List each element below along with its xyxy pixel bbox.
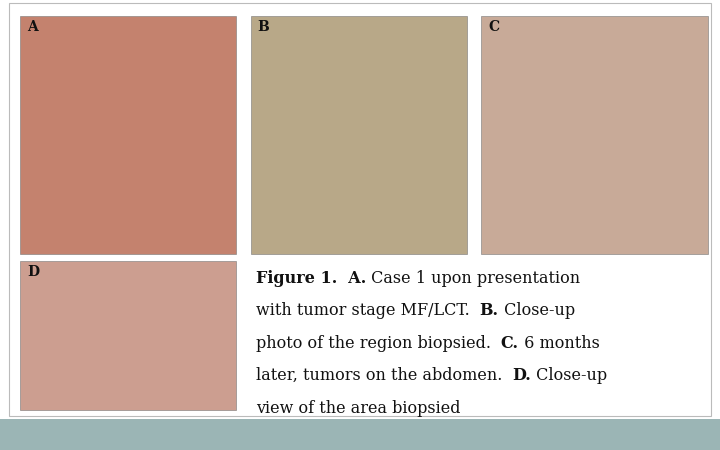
Text: Figure 1.: Figure 1. xyxy=(256,270,337,287)
Bar xyxy=(0,418,720,450)
Bar xyxy=(481,16,708,254)
Bar xyxy=(20,16,236,254)
Text: later, tumors on the abdomen.: later, tumors on the abdomen. xyxy=(256,367,512,384)
Text: Case 1 upon presentation: Case 1 upon presentation xyxy=(366,270,580,287)
Text: with tumor stage MF/LCT.: with tumor stage MF/LCT. xyxy=(256,302,480,320)
Text: 6 months: 6 months xyxy=(519,335,600,352)
Bar xyxy=(251,16,467,254)
Text: C: C xyxy=(488,20,499,34)
Text: D: D xyxy=(27,266,40,279)
Text: A.: A. xyxy=(337,270,366,287)
Bar xyxy=(20,261,236,410)
Text: Close-up: Close-up xyxy=(498,302,575,320)
Text: B.: B. xyxy=(480,302,498,320)
Text: Close-up: Close-up xyxy=(531,367,607,384)
Text: view of the area biopsied: view of the area biopsied xyxy=(256,400,460,417)
Text: D.: D. xyxy=(512,367,531,384)
Text: C.: C. xyxy=(501,335,519,352)
Text: A: A xyxy=(27,20,38,34)
Text: B: B xyxy=(258,20,269,34)
Text: photo of the region biopsied.: photo of the region biopsied. xyxy=(256,335,501,352)
